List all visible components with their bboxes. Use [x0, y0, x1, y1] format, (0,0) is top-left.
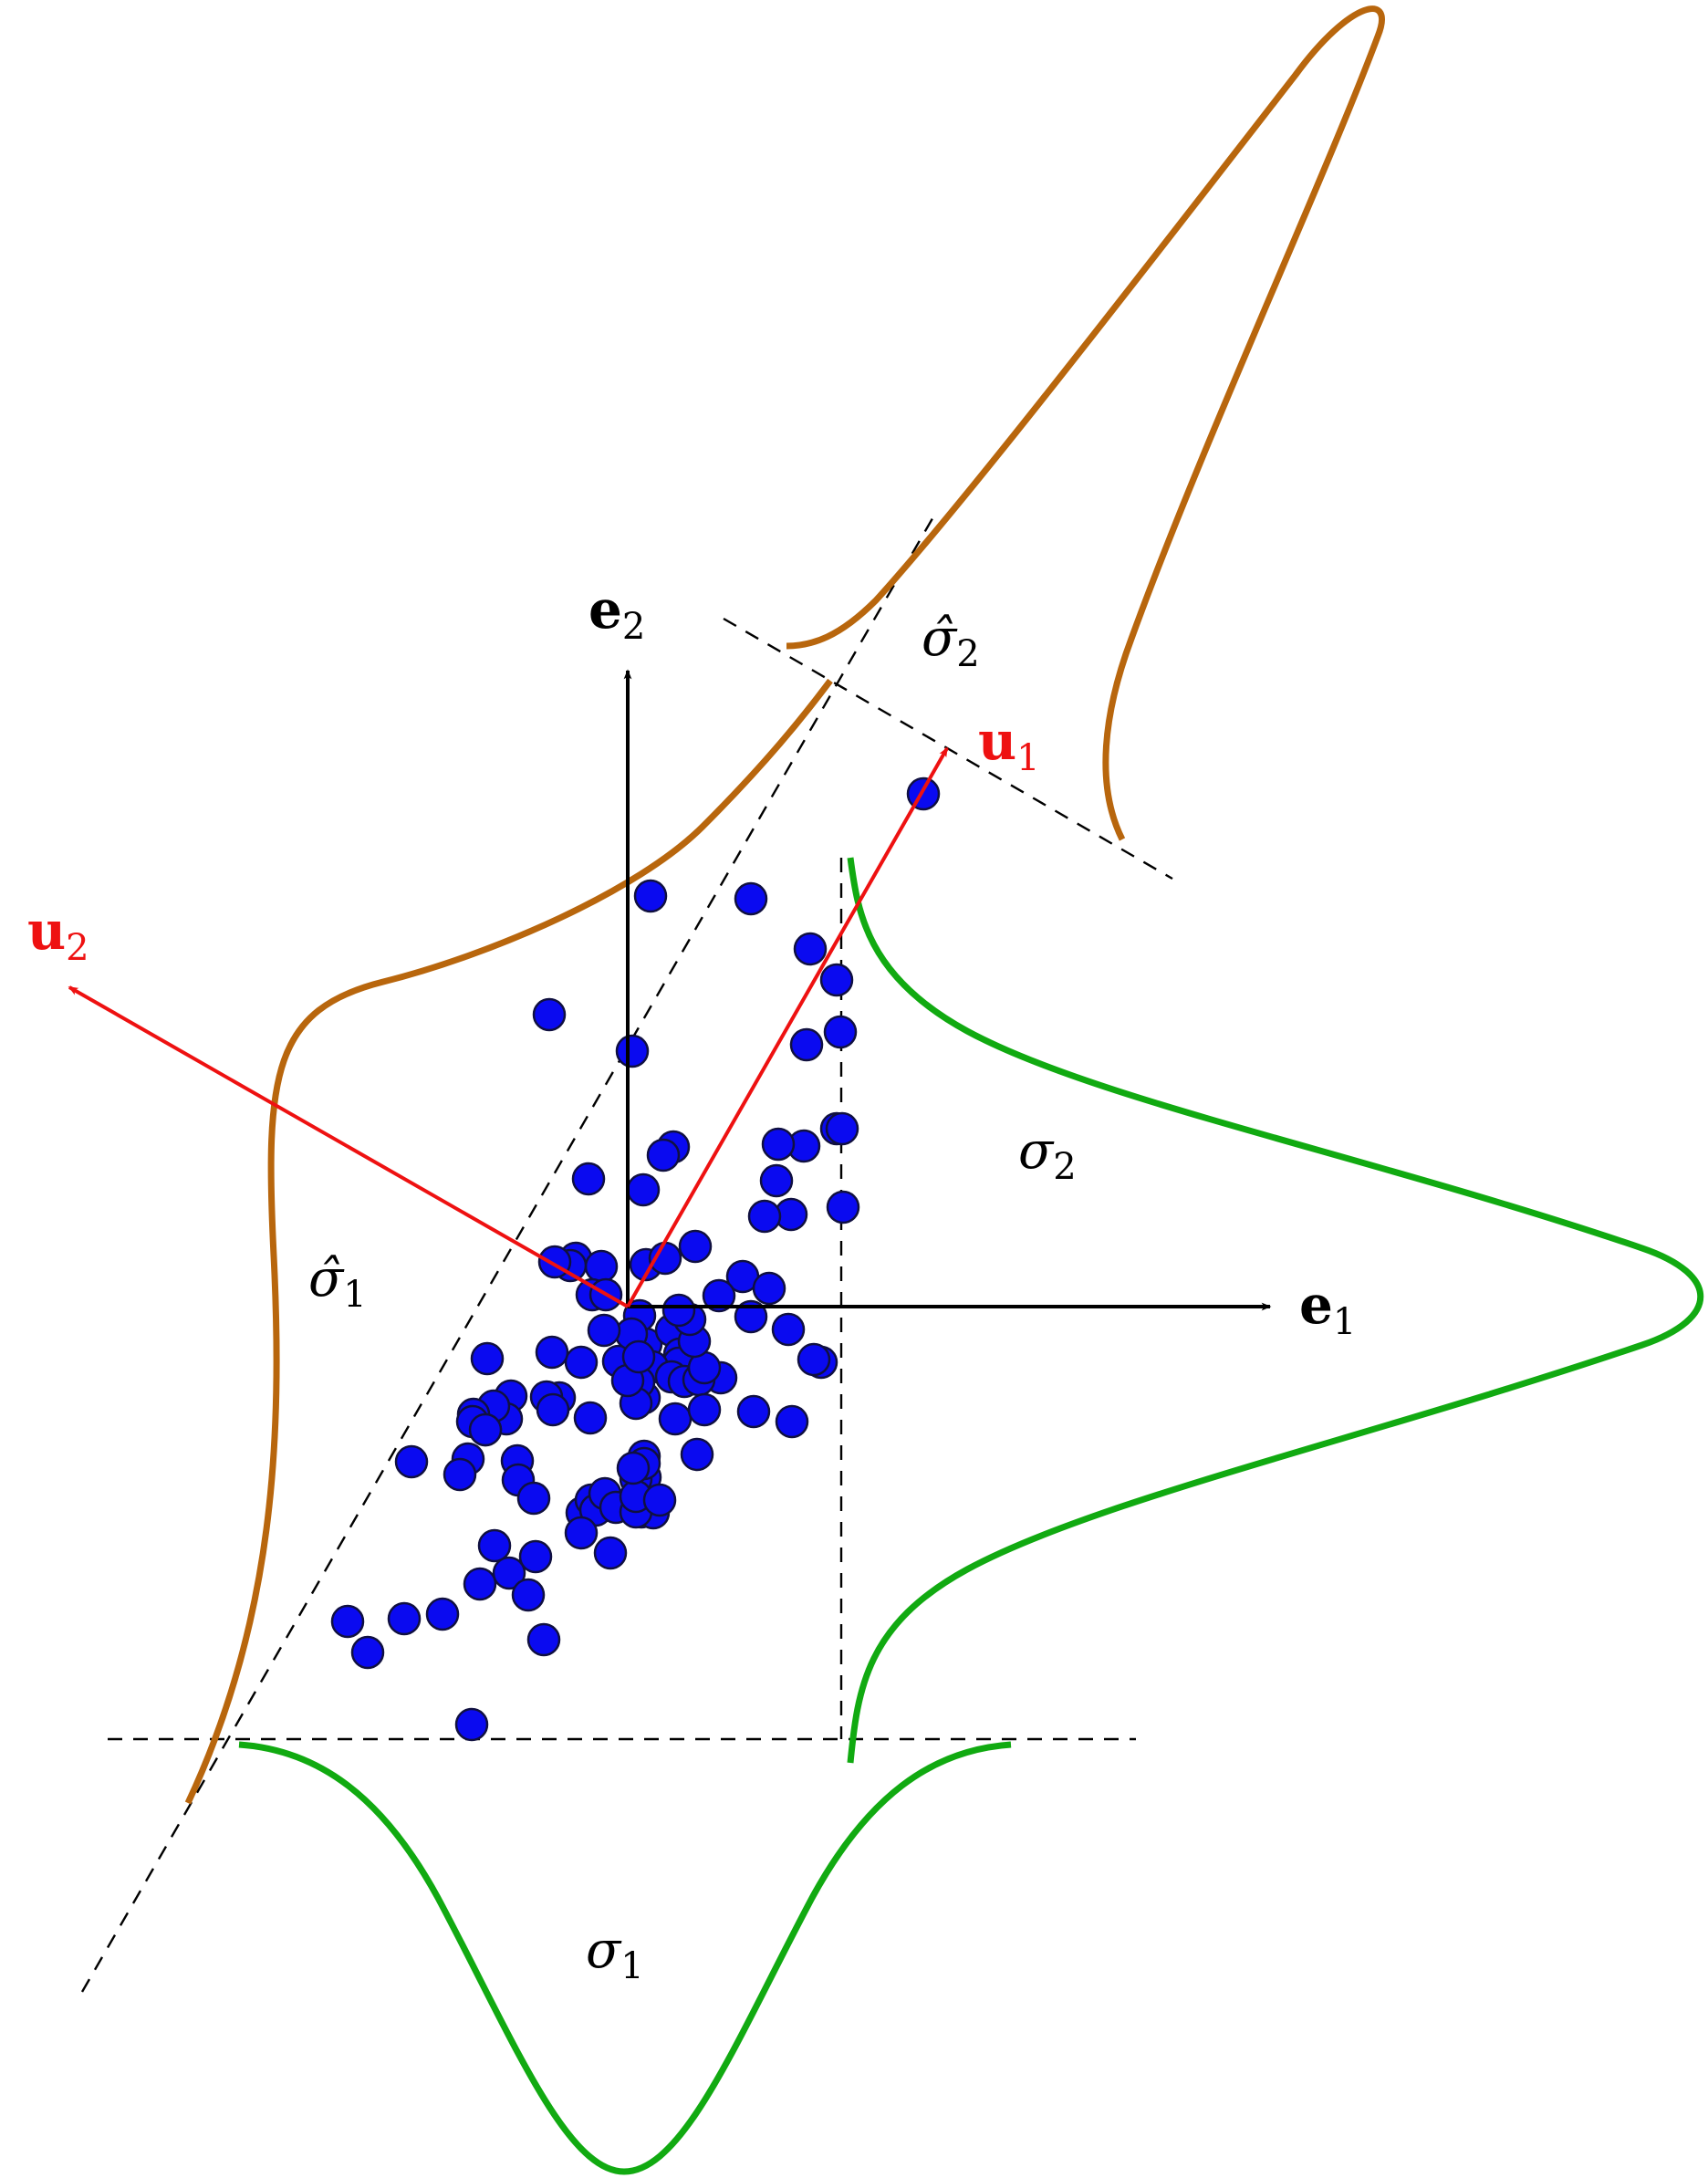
- data-point: [511, 1578, 546, 1612]
- data-point: [616, 1451, 651, 1485]
- data-point: [771, 1312, 806, 1347]
- data-point: [825, 1111, 859, 1146]
- data-point: [470, 1341, 505, 1376]
- data-point: [593, 1536, 628, 1570]
- data-points: [330, 776, 941, 1742]
- data-point: [633, 879, 668, 913]
- data-point: [518, 1539, 553, 1574]
- u1-label: u1: [978, 710, 1040, 779]
- data-point: [584, 1249, 619, 1284]
- orange-marginal-curve-major: [184, 678, 833, 1805]
- data-point: [793, 932, 828, 966]
- u1-eigenvector-arrow: [626, 746, 949, 1308]
- sigma-hat1-label: σ̂1: [308, 1249, 367, 1316]
- data-point: [752, 1271, 786, 1306]
- u2-eigenvector-arrow: [68, 985, 629, 1308]
- data-point: [463, 1567, 497, 1601]
- green-marginal-curve-horizontal: [238, 1741, 1012, 2175]
- data-point: [387, 1601, 422, 1636]
- data-point: [680, 1437, 714, 1472]
- data-point: [535, 1335, 569, 1370]
- data-point: [826, 1190, 860, 1224]
- data-point: [678, 1229, 713, 1264]
- data-point: [564, 1516, 599, 1550]
- sigma-hat2-label: σ̂2: [922, 609, 980, 675]
- data-point: [587, 1313, 621, 1348]
- data-point: [532, 997, 567, 1032]
- data-point: [350, 1635, 385, 1670]
- data-point: [702, 1278, 736, 1313]
- data-point: [330, 1604, 365, 1639]
- data-point: [425, 1597, 460, 1631]
- data-point: [536, 1392, 570, 1427]
- data-point: [454, 1707, 489, 1742]
- data-point: [823, 1015, 858, 1049]
- data-point: [819, 963, 854, 997]
- data-point: [687, 1392, 722, 1427]
- data-point: [564, 1345, 599, 1380]
- data-point: [747, 1199, 782, 1234]
- data-point: [516, 1481, 551, 1516]
- data-point: [571, 1162, 606, 1196]
- sigma1-label: σ1: [586, 1921, 644, 1987]
- orange-marginal-curve-minor: [786, 5, 1385, 841]
- data-point: [468, 1412, 503, 1447]
- e1-label: e1: [1299, 1274, 1356, 1343]
- data-point: [797, 1342, 831, 1377]
- data-point: [615, 1034, 650, 1068]
- major-axis-guide: [80, 513, 937, 1993]
- sigma2-label: σ2: [1018, 1121, 1077, 1188]
- data-point: [906, 776, 941, 811]
- data-point: [573, 1401, 608, 1435]
- data-point: [775, 1404, 809, 1439]
- data-point: [477, 1528, 512, 1563]
- green-marginal-curve-vertical: [847, 857, 1704, 1764]
- data-point: [661, 1293, 696, 1328]
- e2-label: e2: [588, 578, 645, 648]
- data-point: [443, 1457, 477, 1492]
- data-point: [658, 1402, 693, 1436]
- data-point: [492, 1556, 526, 1590]
- data-point: [734, 1299, 768, 1334]
- data-point: [734, 881, 768, 916]
- data-point: [789, 1027, 824, 1062]
- data-point: [626, 1172, 661, 1207]
- data-point: [646, 1138, 681, 1172]
- data-point: [526, 1622, 561, 1657]
- data-point: [642, 1483, 677, 1517]
- data-point: [736, 1394, 771, 1429]
- data-point: [761, 1127, 796, 1162]
- data-point: [394, 1444, 429, 1479]
- data-point: [621, 1339, 656, 1374]
- minor-axis-guide: [723, 617, 1173, 881]
- data-point: [759, 1163, 794, 1198]
- u2-label: u2: [27, 900, 89, 969]
